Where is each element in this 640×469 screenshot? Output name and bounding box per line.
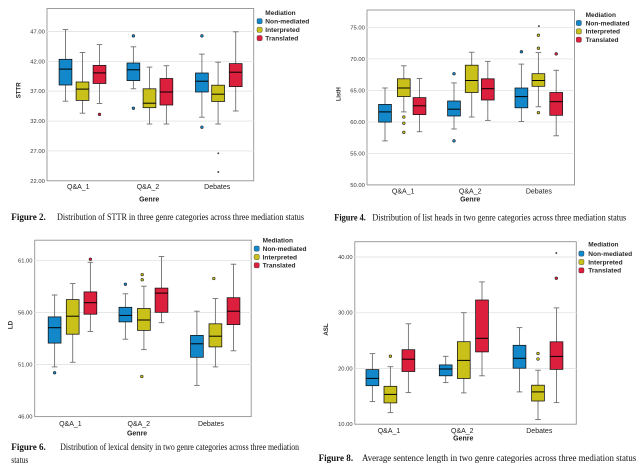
svg-text:Distribution of STTR in three: Distribution of STTR in three genre cate… xyxy=(57,212,304,222)
svg-text:56.00: 56.00 xyxy=(18,311,33,317)
svg-text:Debates: Debates xyxy=(526,188,553,195)
svg-text:Q&A_2: Q&A_2 xyxy=(128,421,151,428)
svg-text:Q&A_2: Q&A_2 xyxy=(459,188,482,195)
svg-text:Translated: Translated xyxy=(263,263,296,270)
svg-text:Non-mediated: Non-mediated xyxy=(265,19,309,26)
svg-text:Genre: Genre xyxy=(139,197,159,204)
svg-text:22.00: 22.00 xyxy=(30,179,45,185)
svg-text:Mediation: Mediation xyxy=(586,12,616,19)
svg-text:Translated: Translated xyxy=(586,37,619,44)
svg-text:Q&A_2: Q&A_2 xyxy=(137,184,160,191)
svg-text:40.00: 40.00 xyxy=(338,255,353,261)
svg-text:Interpreted: Interpreted xyxy=(263,254,297,261)
svg-text:ASL: ASL xyxy=(323,323,330,336)
svg-text:Distribution of list heads in: Distribution of list heads in two genre … xyxy=(372,213,626,223)
svg-text:47.00: 47.00 xyxy=(30,30,45,36)
svg-text:30.00: 30.00 xyxy=(338,311,353,317)
svg-text:37.00: 37.00 xyxy=(30,89,45,95)
svg-text:Non-mediated: Non-mediated xyxy=(588,251,632,258)
svg-text:Genre: Genre xyxy=(127,430,147,437)
svg-text:Mediation: Mediation xyxy=(263,237,293,244)
svg-text:55.00: 55.00 xyxy=(350,151,365,157)
svg-text:Mediation: Mediation xyxy=(588,242,618,249)
svg-text:LD: LD xyxy=(8,320,15,329)
svg-text:50.00: 50.00 xyxy=(350,183,365,189)
svg-text:Q&A_1: Q&A_1 xyxy=(67,184,90,191)
svg-text:Figure 4.: Figure 4. xyxy=(334,213,366,223)
svg-text:Interpreted: Interpreted xyxy=(265,27,299,34)
svg-text:61.00: 61.00 xyxy=(18,258,33,264)
svg-text:Debates: Debates xyxy=(204,184,231,191)
svg-text:Figure 8.: Figure 8. xyxy=(319,453,354,463)
svg-text:51.00: 51.00 xyxy=(18,363,33,369)
svg-text:Figure 6.: Figure 6. xyxy=(11,442,46,452)
svg-text:Interpreted: Interpreted xyxy=(586,29,620,36)
svg-text:Interpreted: Interpreted xyxy=(588,259,622,266)
svg-text:Genre: Genre xyxy=(453,436,473,443)
svg-text:Non-mediated: Non-mediated xyxy=(263,246,307,253)
svg-text:Q&A_2: Q&A_2 xyxy=(451,428,474,435)
svg-text:32.00: 32.00 xyxy=(30,119,45,125)
svg-text:42.00: 42.00 xyxy=(30,59,45,65)
svg-text:60.00: 60.00 xyxy=(350,120,365,126)
svg-text:Q&A_1: Q&A_1 xyxy=(59,421,82,428)
svg-text:10.00: 10.00 xyxy=(338,422,353,428)
svg-text:Debates: Debates xyxy=(526,428,553,435)
svg-text:STTR: STTR xyxy=(16,82,23,98)
svg-text:Translated: Translated xyxy=(265,35,298,42)
svg-text:ListH: ListH xyxy=(336,87,343,101)
svg-text:46.00: 46.00 xyxy=(18,415,33,421)
svg-text:20.00: 20.00 xyxy=(338,367,353,373)
svg-text:Translated: Translated xyxy=(588,268,621,275)
svg-text:75.00: 75.00 xyxy=(350,25,365,31)
svg-text:65.00: 65.00 xyxy=(350,88,365,94)
svg-text:Distribution of lexical densit: Distribution of lexical density in two g… xyxy=(60,442,299,452)
svg-text:Mediation: Mediation xyxy=(265,10,295,17)
svg-text:Q&A_1: Q&A_1 xyxy=(392,188,415,195)
svg-text:Non-mediated: Non-mediated xyxy=(586,20,630,27)
svg-text:Genre: Genre xyxy=(460,197,480,204)
svg-text:Figure 2.: Figure 2. xyxy=(11,212,46,222)
svg-text:Q&A_1: Q&A_1 xyxy=(378,428,401,435)
svg-text:Debates: Debates xyxy=(198,421,225,428)
svg-text:70.00: 70.00 xyxy=(350,57,365,63)
svg-text:Average sentence length in two: Average sentence length in two genre cat… xyxy=(362,453,637,463)
svg-text:27.00: 27.00 xyxy=(30,149,45,155)
svg-text:status: status xyxy=(11,455,28,465)
